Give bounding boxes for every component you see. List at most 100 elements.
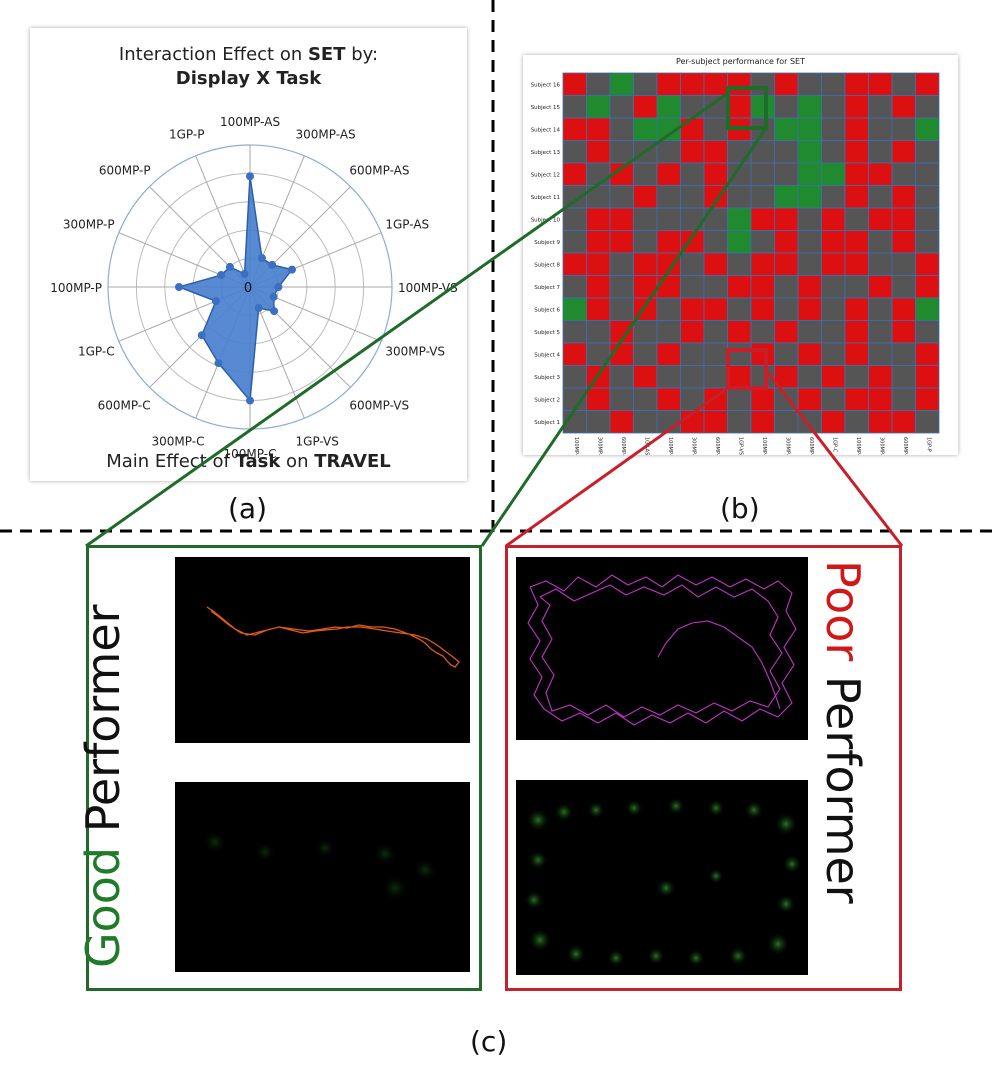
heatmap-col-label: 1GP-C: [831, 437, 837, 453]
radar-point: [240, 269, 249, 278]
heatmap-col-label: 300MP-C: [784, 437, 790, 455]
poor-cell-highlight: [726, 348, 768, 390]
radar-axis-label: 300MP-AS: [296, 128, 356, 142]
good-performer-label: Good Performer: [76, 604, 130, 968]
radar-point: [268, 260, 277, 269]
radar-point: [246, 172, 254, 181]
heatmap-row-label: Subject 13: [531, 150, 561, 156]
radar-point: [287, 265, 296, 274]
good-heatmap: [203, 830, 437, 902]
heatmap-row-label: Subject 14: [531, 127, 561, 133]
heatmap-row-label: Subject 12: [531, 172, 560, 178]
good-trajectory: [206, 606, 460, 668]
heatmap-row-label: Subject 7: [534, 285, 560, 291]
heatmap-row-label: Subject 6: [534, 307, 560, 313]
radar-title-suffix: by:: [345, 44, 379, 65]
good-callout-line-right: [480, 127, 768, 547]
good-cell-highlight: [726, 86, 768, 130]
poor-trajectory-inner: [539, 584, 783, 718]
radar-axis-label: 100MP-VS: [398, 281, 458, 295]
heatmap-col-label: 300MP-VS: [690, 437, 696, 455]
poor-callout-line-right: [764, 369, 904, 547]
heatmap-col-label: 300MP-AS: [596, 437, 602, 455]
radar-point: [246, 396, 254, 405]
heatmap-col-label: 600MP-AS: [620, 437, 626, 455]
radar-point: [270, 307, 279, 316]
radar-axis-label: 1GP-C: [78, 345, 115, 359]
radar-point: [254, 303, 263, 312]
good-heatmap-image: [175, 782, 470, 972]
heatmap-col-label: 600MP-VS: [714, 437, 720, 455]
radar-center-label: 0: [244, 281, 252, 296]
radar-axis-label: 600MP-AS: [349, 164, 409, 178]
radar-title-line2: Display X Task: [175, 68, 322, 89]
good-performer-frame: [86, 545, 482, 991]
radar-title-bold: SET: [307, 44, 346, 65]
radar-point: [175, 283, 183, 291]
radar-point: [269, 292, 278, 301]
radar-axis-label: 100MP-C: [224, 447, 277, 461]
radar-spoke: [195, 155, 251, 288]
good-path-trace-image: [175, 557, 470, 743]
radar-title-line1: Interaction Effect on SET by:: [30, 44, 467, 65]
heatmap-row-label: Subject 3: [534, 375, 560, 381]
radar-point: [214, 359, 223, 368]
caption-c: (c): [470, 1025, 508, 1058]
heatmap-col-label: 600MP-P: [902, 437, 908, 455]
heatmap-row-label: Subject 5: [534, 330, 560, 336]
good-word: Good: [76, 846, 130, 968]
heatmap-col-label: 100MP-AS: [573, 437, 579, 455]
radar-footer-bold1: Task: [235, 451, 281, 472]
poor-word: Poor: [816, 560, 870, 662]
caption-a: (a): [228, 492, 268, 525]
radar-title-prefix: Interaction Effect on: [118, 44, 308, 65]
radar-axis-label: 1GP-AS: [385, 217, 429, 231]
poor-callout-line-left: [505, 386, 729, 548]
radar-axis-label: 300MP-C: [152, 434, 205, 448]
radar-point: [225, 262, 234, 271]
heatmap-row-label: Subject 15: [531, 105, 561, 111]
heatmap-col-label: 1GP-P: [925, 437, 931, 452]
radar-axis-label: 1GP-VS: [296, 434, 339, 448]
poor-heatmap-image: [516, 780, 808, 975]
radar-point: [217, 271, 226, 280]
caption-b: (b): [720, 492, 760, 525]
radar-footer-mid: on: [280, 451, 315, 472]
heatmap-col-label: 1GP-VS: [737, 437, 743, 455]
radar-point: [274, 283, 283, 291]
radar-point: [197, 331, 206, 340]
heatmap-cell: [915, 410, 940, 434]
heatmap-row-label: Subject 16: [531, 82, 561, 88]
good-callout-line-left: [85, 91, 729, 548]
heatmap-row-label: Subject 11: [531, 195, 560, 201]
heatmap-row-label: Subject 2: [534, 397, 560, 403]
poor-trajectory-outer: [527, 574, 797, 726]
heatmap-row-label: Subject 4: [534, 352, 560, 358]
radar-axis-label: 600MP-P: [99, 164, 151, 178]
heatmap-col-label: 100MP-P: [855, 437, 861, 455]
radar-axis-label: 600MP-VS: [349, 398, 409, 412]
heatmap-title: Per-subject performance for SET: [675, 57, 805, 66]
heatmap-row-label: Subject 8: [534, 262, 560, 268]
heatmap-row-label: Subject 1: [534, 420, 560, 426]
poor-path-trace: [527, 574, 797, 726]
radar-point: [257, 254, 266, 263]
poor-heatmap: [524, 797, 802, 967]
heatmap-col-label: 600MP-C: [808, 437, 814, 455]
radar-axis-label: 300MP-VS: [385, 345, 445, 359]
poor-performer-label: Poor Performer: [816, 560, 870, 904]
good-performer-rest: Performer: [76, 604, 130, 847]
good-path-trace: [206, 606, 460, 668]
radar-point: [211, 297, 220, 306]
heatmap-col-label: 100MP-VS: [667, 437, 673, 455]
radar-axis-label: 100MP-P: [50, 281, 102, 295]
poor-performer-rest: Performer: [816, 661, 870, 904]
radar-axis-label: 1GP-P: [169, 128, 204, 142]
radar-axis-label: 300MP-P: [63, 217, 115, 231]
radar-footer-bold2: TRAVEL: [314, 451, 391, 472]
radar-axis-label: 600MP-C: [98, 398, 151, 412]
heatmap-col-label: 300MP-P: [878, 437, 884, 455]
